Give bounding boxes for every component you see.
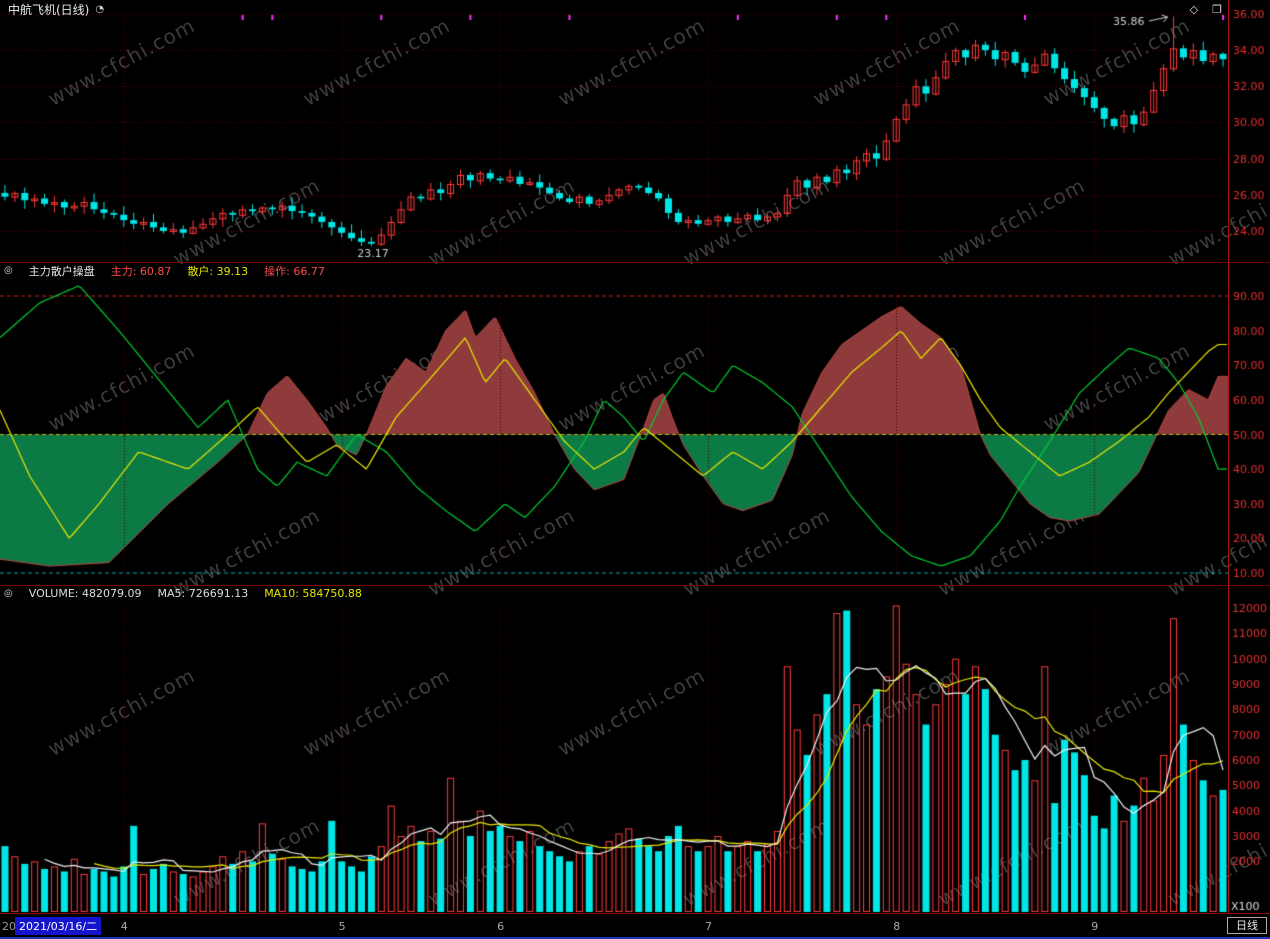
bottom-accent-line — [0, 937, 1270, 939]
indicator-panel-header: ◎ 主力散户操盘 主力: 60.87 散户: 39.13 操作: 66.77 — [0, 262, 1270, 278]
year-label: 20 — [2, 920, 16, 933]
volume-chart[interactable] — [0, 601, 1270, 913]
volume-panel-header: ◎ VOLUME: 482079.09 MA5: 726691.13 MA10:… — [0, 585, 1270, 601]
month-tick-label: 8 — [893, 920, 901, 933]
period-selector[interactable]: 日线 — [1227, 917, 1267, 934]
title-badge-icon: ◔ — [95, 3, 105, 15]
volume-value: VOLUME: 482079.09 — [28, 587, 142, 600]
window-restore-icon[interactable]: ❐ — [1212, 2, 1222, 16]
favorite-diamond-icon[interactable]: ◇ — [1189, 2, 1199, 16]
ma10-value: MA10: 584750.88 — [264, 587, 362, 600]
window-title: 中航飞机(日线) — [8, 2, 90, 17]
titlebar: 中航飞机(日线) ◔ ◇ ❐ — [0, 0, 1270, 18]
month-tick-label: 4 — [120, 920, 128, 933]
zhuli-value: 主力: 60.87 — [110, 264, 172, 278]
month-tick-label: 9 — [1091, 920, 1099, 933]
volume-collapse-icon[interactable]: ◎ — [4, 588, 13, 599]
indicator-collapse-icon[interactable]: ◎ — [4, 265, 13, 276]
month-tick-label: 6 — [497, 920, 505, 933]
candlestick-chart[interactable] — [0, 0, 1270, 262]
current-date-box: 2021/03/16/二 — [15, 917, 102, 935]
month-tick-label: 5 — [338, 920, 346, 933]
statusbar: 20 2021/03/16/二 4 5 6 7 8 9 日线 — [0, 913, 1270, 939]
caozuo-value: 操作: 66.77 — [264, 264, 325, 278]
ma5-value: MA5: 726691.13 — [157, 587, 249, 600]
indicator-title: 主力散户操盘 — [28, 264, 95, 278]
indicator-chart[interactable] — [0, 278, 1270, 585]
sanhu-value: 散户: 39.13 — [187, 264, 249, 278]
month-tick-label: 7 — [705, 920, 713, 933]
